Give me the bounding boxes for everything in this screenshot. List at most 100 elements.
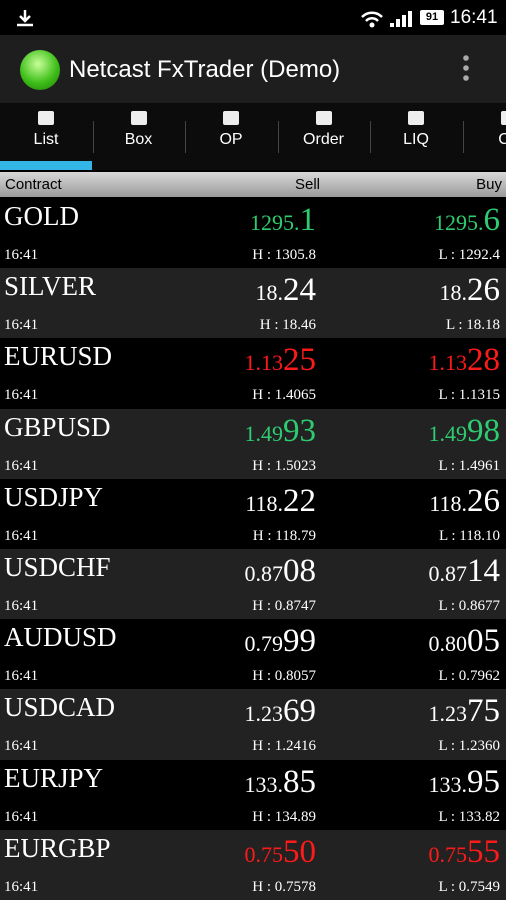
app-logo [20, 50, 60, 90]
price-pips: 93 [283, 412, 316, 449]
quote-time: 16:41 [4, 317, 39, 334]
sell-price: 18.24 [256, 272, 317, 309]
tab-separator [370, 121, 371, 153]
high-price: H : 134.89 [252, 808, 316, 825]
quote-row[interactable]: GOLD 16:41 1295.1 1295.6 H : 1305.8 L : 1292.… [0, 198, 506, 269]
quote-time: 16:41 [4, 527, 39, 544]
quote-row[interactable]: GBPUSD 16:41 1.4993 1.4998 H : 1.5023 L : 1.4… [0, 408, 506, 479]
tab-label: List [33, 131, 59, 148]
price-pips: 95 [467, 763, 500, 800]
table-header: Contract Sell Buy [0, 172, 506, 197]
buy-price: 1.1328 [429, 342, 501, 379]
buy-price: 0.8005 [429, 623, 501, 660]
buy-price: 1.2375 [429, 693, 501, 730]
price-prefix: 0.79 [244, 631, 284, 657]
low-price: L : 0.7549 [438, 878, 500, 895]
low-price: L : 0.7962 [438, 668, 500, 685]
price-prefix: 118. [245, 490, 283, 516]
high-price: H : 18.46 [259, 317, 316, 334]
quote-row[interactable]: SILVER 16:41 18.24 18.26 H : 18.46 L : 18.18 [0, 268, 506, 339]
price-prefix: 1.49 [428, 420, 468, 446]
quote-row[interactable]: USDCHF 16:41 0.8708 0.8714 H : 0.8747 L : 0.8… [0, 549, 506, 620]
contract-name: GOLD [4, 201, 79, 231]
header-sell: Sell [294, 176, 320, 193]
buy-price: 1.4998 [429, 413, 501, 450]
high-price: H : 1.2416 [252, 738, 316, 755]
buy-price: 118.26 [429, 483, 500, 520]
tab[interactable]: LIQ [370, 103, 462, 163]
sell-price: 118.22 [245, 483, 316, 520]
price-prefix: 1.49 [244, 420, 284, 446]
quote-time: 16:41 [4, 247, 39, 263]
quote-row[interactable]: EURUSD 16:41 1.1325 1.1328 H : 1.4065 L : 1.1… [0, 338, 506, 409]
quote-time: 16:41 [4, 387, 39, 404]
tab-separator [185, 121, 186, 153]
tab-icon [130, 111, 147, 125]
quote-time: 16:41 [4, 738, 39, 755]
battery: 91 [420, 10, 444, 25]
price-prefix: 18. [255, 280, 284, 306]
sell-price: 1.4993 [245, 413, 317, 450]
price-prefix: 1.23 [428, 701, 468, 727]
low-price: L : 0.8677 [438, 598, 500, 614]
high-price: H : 1.4065 [252, 387, 316, 404]
quote-time: 16:41 [4, 598, 39, 614]
price-prefix: 18. [439, 280, 468, 306]
menu-button[interactable] [461, 53, 471, 85]
signal-icons [361, 11, 412, 28]
price-pips: 22 [283, 482, 316, 519]
sell-price: 133.85 [245, 764, 317, 801]
low-price: L : 1.4961 [438, 457, 500, 474]
price-pips: 24 [283, 272, 316, 309]
sell-price: 1.1325 [245, 342, 317, 379]
low-price: L : 1.2360 [438, 738, 500, 755]
buy-price: 0.7555 [429, 834, 501, 871]
quote-row[interactable]: AUDUSD 16:41 0.7999 0.8005 H : 0.8057 L : 0.7… [0, 619, 506, 690]
clock: 16:41 [450, 7, 498, 28]
high-price: H : 1305.8 [252, 247, 316, 263]
price-prefix: 1.23 [244, 701, 284, 727]
tab-label: Order [303, 131, 344, 148]
high-price: H : 0.7578 [252, 878, 316, 895]
contract-name: GBPUSD [4, 411, 111, 442]
price-pips: 50 [283, 833, 316, 870]
low-price: L : 1292.4 [438, 247, 500, 263]
quote-row[interactable]: USDCAD 16:41 1.2369 1.2375 H : 1.2416 L : 1.2… [0, 689, 506, 760]
price-prefix: 1.13 [244, 350, 284, 376]
low-price: L : 118.10 [439, 527, 500, 544]
quote-row[interactable]: EURJPY 16:41 133.85 133.95 H : 134.89 L : 133… [0, 759, 506, 830]
header-contract: Contract [5, 176, 62, 193]
tab[interactable]: Order [278, 103, 370, 163]
tab[interactable]: OP [185, 103, 277, 163]
tab[interactable]: Ch [463, 103, 506, 163]
tab-label: Ch [498, 131, 506, 148]
status-bar: 91 16:41 [0, 0, 506, 35]
sell-price: 1.2369 [245, 693, 317, 730]
tab-icon [315, 111, 332, 125]
contract-name: USDJPY [4, 481, 104, 512]
quote-time: 16:41 [4, 457, 39, 474]
contract-name: EURGBP [4, 832, 111, 863]
price-pips: 08 [283, 553, 316, 589]
buy-price: 18.26 [440, 272, 501, 309]
tab[interactable]: List [0, 103, 92, 163]
price-prefix: 1295. [250, 210, 300, 235]
quote-row[interactable]: USDJPY 16:41 118.22 118.26 H : 118.79 L : 118… [0, 478, 506, 549]
tab-label: LIQ [403, 131, 429, 148]
tab-icon [223, 111, 239, 125]
tab-icon [500, 111, 506, 125]
price-pips: 26 [467, 272, 500, 309]
download-icon [17, 10, 33, 27]
price-pips: 25 [283, 342, 316, 379]
tab[interactable]: Box [93, 103, 185, 163]
contract-name: EURJPY [4, 762, 104, 793]
app-title: Netcast FxTrader (Demo) [69, 56, 341, 83]
price-pips: 75 [467, 693, 500, 730]
high-price: H : 0.8057 [252, 668, 316, 685]
quote-time: 16:41 [4, 808, 39, 825]
sell-price: 0.7550 [245, 834, 317, 871]
quote-row[interactable]: EURGBP 16:41 0.7550 0.7555 H : 0.7578 L : 0.7… [0, 829, 506, 900]
price-pips: 6 [483, 202, 501, 238]
contract-name: SILVER [4, 271, 97, 302]
